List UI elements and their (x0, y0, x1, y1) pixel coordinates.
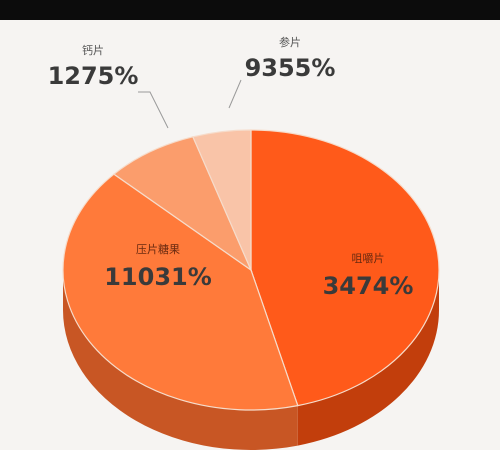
leader-lines (138, 79, 242, 129)
leader-line-4 (228, 79, 242, 109)
top-header-bar (0, 0, 500, 20)
pie-slice-3 (112, 136, 253, 272)
pie-slice-2 (62, 173, 299, 411)
pie-side-2 (63, 270, 298, 450)
slice-value-label-1: 3474% (323, 272, 414, 300)
slice-name-label-4: 参片 (279, 35, 301, 49)
pie-side-1 (297, 270, 439, 446)
pie-slice-1 (250, 129, 440, 407)
slice-name-label-3: 钙片 (82, 43, 104, 57)
pie-slices (62, 129, 440, 411)
slice-value-label-4: 9355% (245, 54, 336, 82)
slice-name-label-2: 压片糖果 (136, 242, 180, 256)
pie-sides (63, 270, 439, 450)
slice-value-label-3: 1275% (48, 62, 139, 90)
slice-labels: 咀嚼片 3474% 压片糖果 11031% 钙片 1275% 参片 9355% (48, 35, 414, 300)
slice-value-label-2: 11031% (104, 263, 212, 291)
pie-slice-4 (192, 129, 252, 271)
leader-line-3 (138, 91, 169, 129)
slice-name-label-1: 咀嚼片 (352, 251, 385, 265)
